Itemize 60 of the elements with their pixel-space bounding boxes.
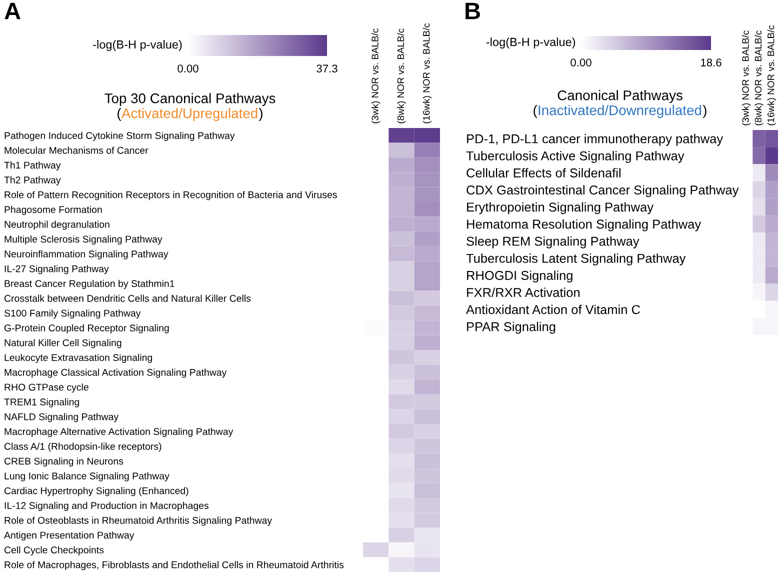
y-tick-label: FXR/RXR Activation [467, 288, 580, 298]
text: B [466, 2, 480, 20]
y-tick-label: Crosstalk between Dendritic Cells and Natural Killer Cells [4, 294, 251, 302]
y-tick-label: Role of Pattern Recognition Receptors in Recognition of Bacteria and Viruses [4, 191, 337, 200]
color-bar-label: 0.00 [570, 58, 592, 66]
y-tick-label: RHOGDI Signaling [467, 270, 572, 282]
x-tick-label: (16wk) NOR vs. BALB/c [422, 23, 432, 124]
y-tick-label: NAFLD Signaling Pathway [4, 413, 119, 422]
y-tick-label: PPAR Signaling [467, 322, 556, 334]
y-tick-label: Tuberculosis Latent Signaling Pathway [466, 253, 686, 266]
y-tick-label: S100 Family Signaling Pathway [4, 309, 141, 319]
x-tick-label: (16wk) NOR vs. BALB/c [767, 25, 776, 126]
text: A [4, 2, 20, 20]
x-tick-label: (8wk) NOR vs. BALB/c [754, 30, 764, 126]
y-tick-label: Tuberculosis Active Signaling Pathway [466, 150, 684, 163]
y-tick-label: Hematoma Resolution Signaling Pathway [467, 219, 702, 232]
y-tick-label: Erythropoietin Signaling Pathway [467, 202, 654, 214]
color-bar-label: 18.6 [701, 58, 722, 66]
color-bar-title: -log(B-H p-value) [93, 40, 182, 51]
y-tick-label: Macrophage Classical Activation Signaling Pathway [4, 368, 227, 378]
color-bar-label: 0.00 [178, 64, 198, 72]
y-tick-label: Sleep REM Signaling Pathway [466, 236, 640, 248]
y-tick-label: Neuroinflammation Signaling Pathway [4, 250, 168, 260]
text: (Activated/Upregulated) [118, 108, 262, 121]
y-tick-label: Neutrophil degranulation [4, 220, 110, 230]
y-tick-label: Cellular Effects of Sildenafil [466, 168, 620, 178]
y-tick-label: Molecular Mechanisms of Cancer [4, 146, 148, 154]
y-tick-label: RHO GTPase cycle [4, 383, 88, 393]
x-tick-label: (3wk) NOR vs. BALB/c [742, 30, 751, 126]
y-tick-label: CREB Signaling in Neurons [4, 457, 124, 467]
y-tick-label: Antigen Presentation Pathway [4, 531, 134, 541]
y-tick-label: IL-12 Signaling and Production in Macrophages [4, 502, 208, 511]
y-tick-label: Th2 Pathway [4, 176, 61, 186]
color-bar-label: 37.3 [316, 64, 338, 72]
y-tick-label: Pathogen Induced Cytokine Storm Signaling Pathway [4, 132, 235, 141]
y-tick-label: TREM1 Signaling [4, 398, 80, 408]
x-tick-label: (3wk) NOR vs. BALB/c [371, 28, 380, 124]
y-tick-label: Multiple Sclerosis Signaling Pathway [4, 235, 162, 245]
y-tick-label: Class A/1 (Rhodopsin-like receptors) [4, 442, 162, 452]
y-tick-label: Th1 Pathway [4, 161, 61, 171]
y-tick-label: Macrophage Alternative Activation Signaling Pathway [4, 428, 234, 437]
y-tick-label: CDX Gastrointestinal Cancer Signaling Pathway [466, 185, 739, 198]
color-bar-title: -log(B-H p-value) [486, 38, 576, 48]
y-tick-label: PD-1, PD-L1 cancer immunotherapy pathway [467, 134, 724, 146]
text: Canonical Pathways [558, 90, 682, 103]
y-tick-label: Role of Osteoblasts in Rheumatoid Arthritis Signaling Pathway [4, 516, 272, 526]
y-tick-label: Natural Killer Cell Signaling [4, 339, 122, 348]
y-tick-label: Role of Macrophages, Fibroblasts and Endothelial Cells in Rheumatoid Arthritis [4, 561, 344, 570]
y-tick-label: Antioxidant Action of Vitamin C [466, 304, 640, 314]
y-tick-label: Leukocyte Extravasation Signaling [4, 354, 152, 363]
y-tick-label: Lung Ionic Balance Signaling Pathway [4, 472, 170, 482]
y-tick-label: Phagosome Formation [4, 206, 102, 215]
y-tick-label: IL-27 Signaling Pathway [4, 265, 109, 274]
x-tick-label: (8wk) NOR vs. BALB/c [397, 28, 406, 124]
y-tick-label: Cardiac Hypertrophy Signaling (Enhanced) [4, 487, 188, 496]
y-tick-label: Breast Cancer Regulation by Stathmin1 [4, 280, 174, 289]
text: (Inactivated/Downregulated) [534, 105, 706, 118]
text: Top 30 Canonical Pathways [104, 93, 276, 106]
y-tick-label: Cell Cycle Checkpoints [4, 546, 104, 556]
y-tick-label: G-Protein Coupled Receptor Signaling [4, 324, 169, 334]
